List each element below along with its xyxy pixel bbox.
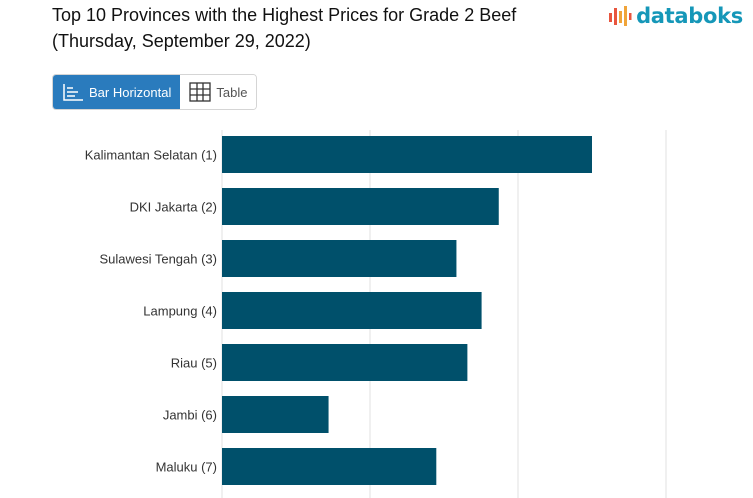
chart-title-line1: Top 10 Provinces with the Highest Prices…	[52, 5, 517, 25]
chart-title-line2: (Thursday, September 29, 2022)	[52, 31, 311, 51]
bar-logo-icon	[609, 6, 632, 26]
category-label-0: Kalimantan Selatan (1)	[85, 148, 217, 163]
bar-2[interactable]	[222, 240, 457, 277]
category-label-5: Jambi (6)	[163, 408, 217, 423]
bar-chart: Kalimantan Selatan (1) DKI Jakarta (2) Sul…	[85, 130, 667, 498]
category-label-2: Sulawesi Tengah (3)	[99, 252, 217, 267]
chart-title: Top 10 Provinces with the Highest Prices…	[52, 2, 612, 54]
bar-horizontal-icon	[63, 84, 83, 101]
bar-1[interactable]	[222, 188, 499, 225]
databoks-logo[interactable]: databoks	[608, 2, 743, 30]
bar-6[interactable]	[222, 448, 437, 485]
view-toggle: Bar Horizontal Table	[52, 74, 258, 110]
bar-3[interactable]	[222, 292, 482, 329]
table-grid-icon	[189, 82, 212, 102]
category-label-4: Riau (5)	[171, 356, 217, 371]
category-label-6: Maluku (7)	[156, 460, 217, 475]
bar-0[interactable]	[222, 136, 592, 173]
bar-5[interactable]	[222, 396, 329, 433]
logo-text: databoks	[636, 4, 743, 28]
category-label-3: Lampung (4)	[143, 304, 217, 319]
category-label-1: DKI Jakarta (2)	[130, 200, 217, 215]
table-label: Table	[216, 84, 248, 100]
bar-4[interactable]	[222, 344, 468, 381]
bar-horizontal-label: Bar Horizontal	[89, 84, 172, 100]
bar-horizontal-button[interactable]: Bar Horizontal	[53, 75, 181, 109]
table-button[interactable]: Table	[180, 75, 257, 109]
